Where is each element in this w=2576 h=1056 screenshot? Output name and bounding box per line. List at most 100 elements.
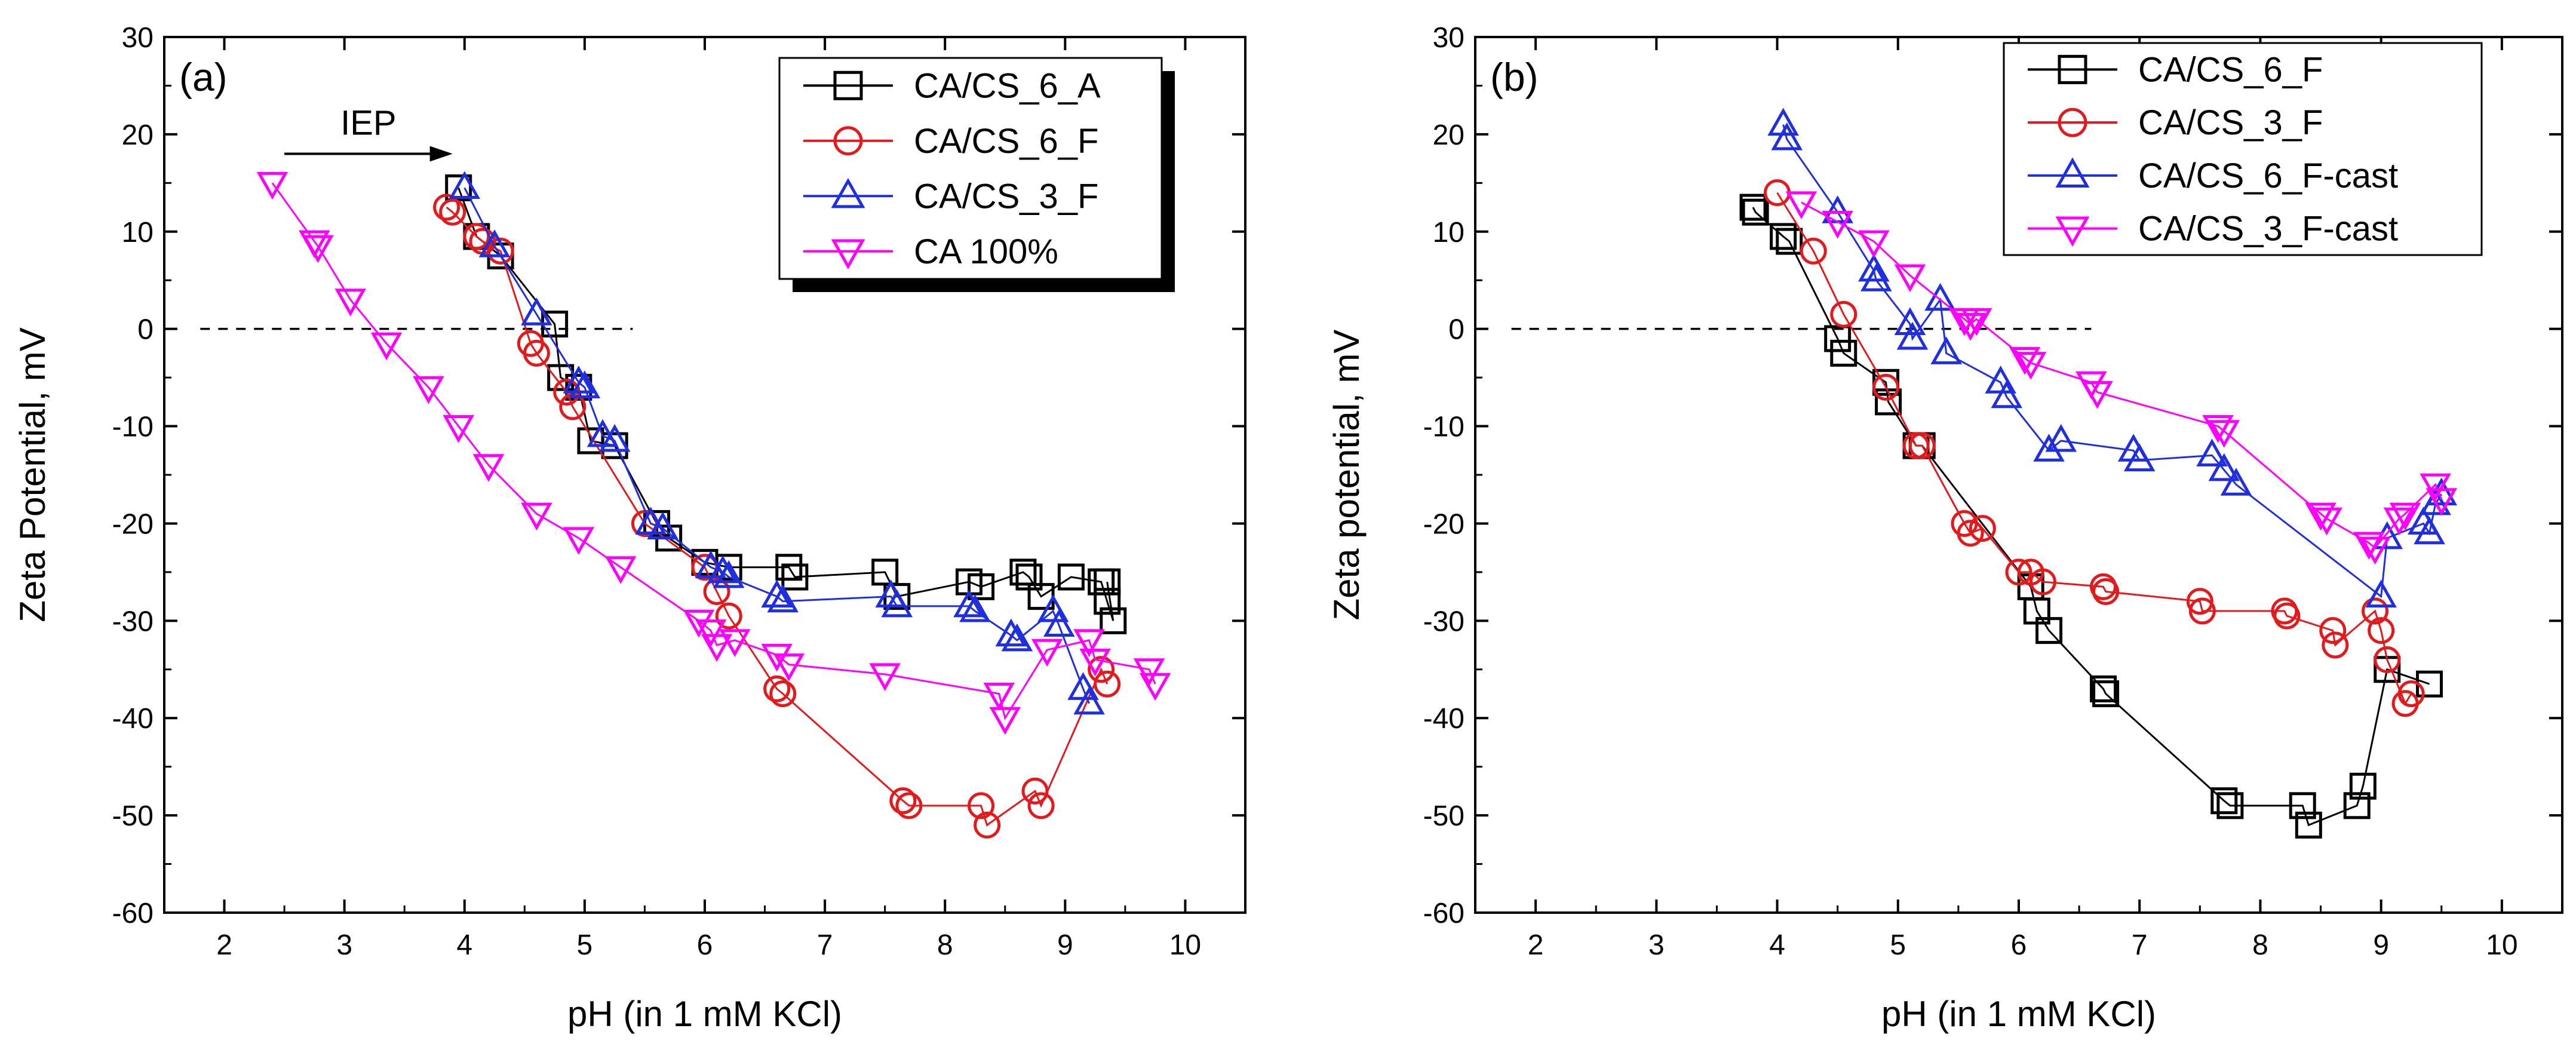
legend-marker <box>831 239 865 270</box>
legend-entry-label: CA/CS_6_F-cast <box>2138 156 2398 195</box>
legend: CA/CS_6_F CA/CS_3_F CA/CS_6_F-cast CA/CS_3_… <box>2003 42 2483 256</box>
legend-entry-label: CA/CS_3_F-cast <box>2138 210 2398 248</box>
data-point <box>1830 339 1857 367</box>
panel-label: (b) <box>1490 55 1539 99</box>
data-point <box>2397 680 2425 707</box>
x-tick-label: 4 <box>1769 929 1785 961</box>
series-CA/CS_6_F <box>1739 194 2443 839</box>
data-point <box>1969 515 1996 542</box>
legend-entry-label: CA/CS_6_A <box>914 66 1101 105</box>
data-point <box>1908 432 1936 459</box>
iep-label: IEP <box>340 103 397 142</box>
data-point <box>523 339 550 367</box>
data-point <box>974 811 1001 839</box>
data-point <box>989 707 1021 735</box>
data-point <box>2186 588 2213 615</box>
x-tick-label: 9 <box>1057 929 1073 961</box>
data-point <box>463 223 490 250</box>
data-point <box>1094 670 1121 698</box>
series-CA/CS_6_F-cast <box>1767 108 2458 608</box>
y-tick-label: 20 <box>122 119 153 151</box>
data-point <box>707 555 739 584</box>
legend-entry-label: CA/CS_3_F <box>914 177 1098 216</box>
data-point <box>443 415 475 443</box>
x-tick-label: 5 <box>1890 929 1906 961</box>
y-tick-label: 10 <box>122 217 153 248</box>
data-point <box>302 235 334 263</box>
data-point <box>2092 578 2120 605</box>
data-point <box>2305 502 2336 531</box>
iep-arrow-head <box>429 146 453 162</box>
data-point <box>953 589 985 618</box>
data-point <box>2322 631 2349 659</box>
data-point <box>1009 558 1037 586</box>
data-point <box>2353 532 2385 560</box>
y-axis-label: Zeta potential, mV <box>1327 330 1367 621</box>
data-point <box>472 454 505 482</box>
data-point <box>1930 336 1962 364</box>
data-point <box>1770 223 1797 250</box>
data-point <box>1021 777 1049 805</box>
legend-entry-label: CA/CS_6_F <box>2138 50 2323 89</box>
data-point <box>761 579 793 608</box>
data-point <box>1954 313 1987 341</box>
data-point <box>334 288 367 317</box>
legend-marker <box>2058 54 2087 84</box>
data-point <box>968 573 995 600</box>
y-tick-label: -20 <box>1423 508 1464 540</box>
series-CA 100% <box>256 171 1171 735</box>
data-point <box>968 792 995 819</box>
data-point <box>2210 787 2238 815</box>
data-point <box>521 502 552 531</box>
series-CA/CS_3_F <box>1764 179 2425 717</box>
data-point <box>1860 263 1892 291</box>
data-point <box>2196 438 2228 466</box>
data-point <box>2033 434 2065 462</box>
data-point <box>889 787 917 815</box>
data-point <box>2273 602 2301 630</box>
y-tick-label: 20 <box>1433 119 1464 151</box>
data-point <box>1822 210 1853 239</box>
data-point <box>1960 308 1992 336</box>
data-point <box>1872 373 1900 401</box>
data-point <box>2289 792 2316 819</box>
data-point <box>715 602 742 630</box>
data-point <box>1894 307 1926 336</box>
y-tick-label: 0 <box>137 314 153 346</box>
x-axis-label: pH (in 1 mM KCl) <box>1881 994 2156 1034</box>
data-point <box>761 643 793 672</box>
data-point <box>563 527 595 555</box>
data-point <box>2414 516 2445 545</box>
y-tick-label: -40 <box>112 703 153 735</box>
data-point <box>2092 680 2120 707</box>
x-tick-label: 9 <box>2373 929 2389 961</box>
data-point <box>1057 563 1085 591</box>
legend-marker <box>831 177 865 208</box>
x-tick-label: 6 <box>2011 929 2027 961</box>
data-point <box>1742 198 1769 226</box>
data-point <box>2208 453 2240 481</box>
x-tick-label: 3 <box>1648 929 1665 961</box>
series-line <box>1801 201 2443 550</box>
data-point <box>1100 607 1127 634</box>
series-line <box>446 206 1109 827</box>
x-tick-label: 5 <box>577 929 593 961</box>
legend: CA/CS_6_A CA/CS_6_F CA/CS_3_F CA 100% <box>778 57 1175 292</box>
data-point <box>1094 568 1121 595</box>
x-tick-label: 10 <box>1169 929 1201 961</box>
x-tick-label: 4 <box>456 929 472 961</box>
y-tick-label: -40 <box>1423 703 1464 735</box>
data-point <box>2035 617 2063 644</box>
data-point <box>1094 588 1121 615</box>
panel-label: (a) <box>179 55 228 99</box>
data-point <box>1776 228 1803 255</box>
data-point <box>2365 579 2397 608</box>
data-point <box>959 594 991 622</box>
x-axis-label: pH (in 1 mM KCl) <box>567 994 842 1034</box>
data-point <box>2015 352 2047 380</box>
data-point <box>2362 597 2389 625</box>
data-point <box>1896 321 1929 350</box>
data-point <box>995 618 1027 647</box>
data-point <box>370 332 403 361</box>
data-point <box>881 589 913 618</box>
